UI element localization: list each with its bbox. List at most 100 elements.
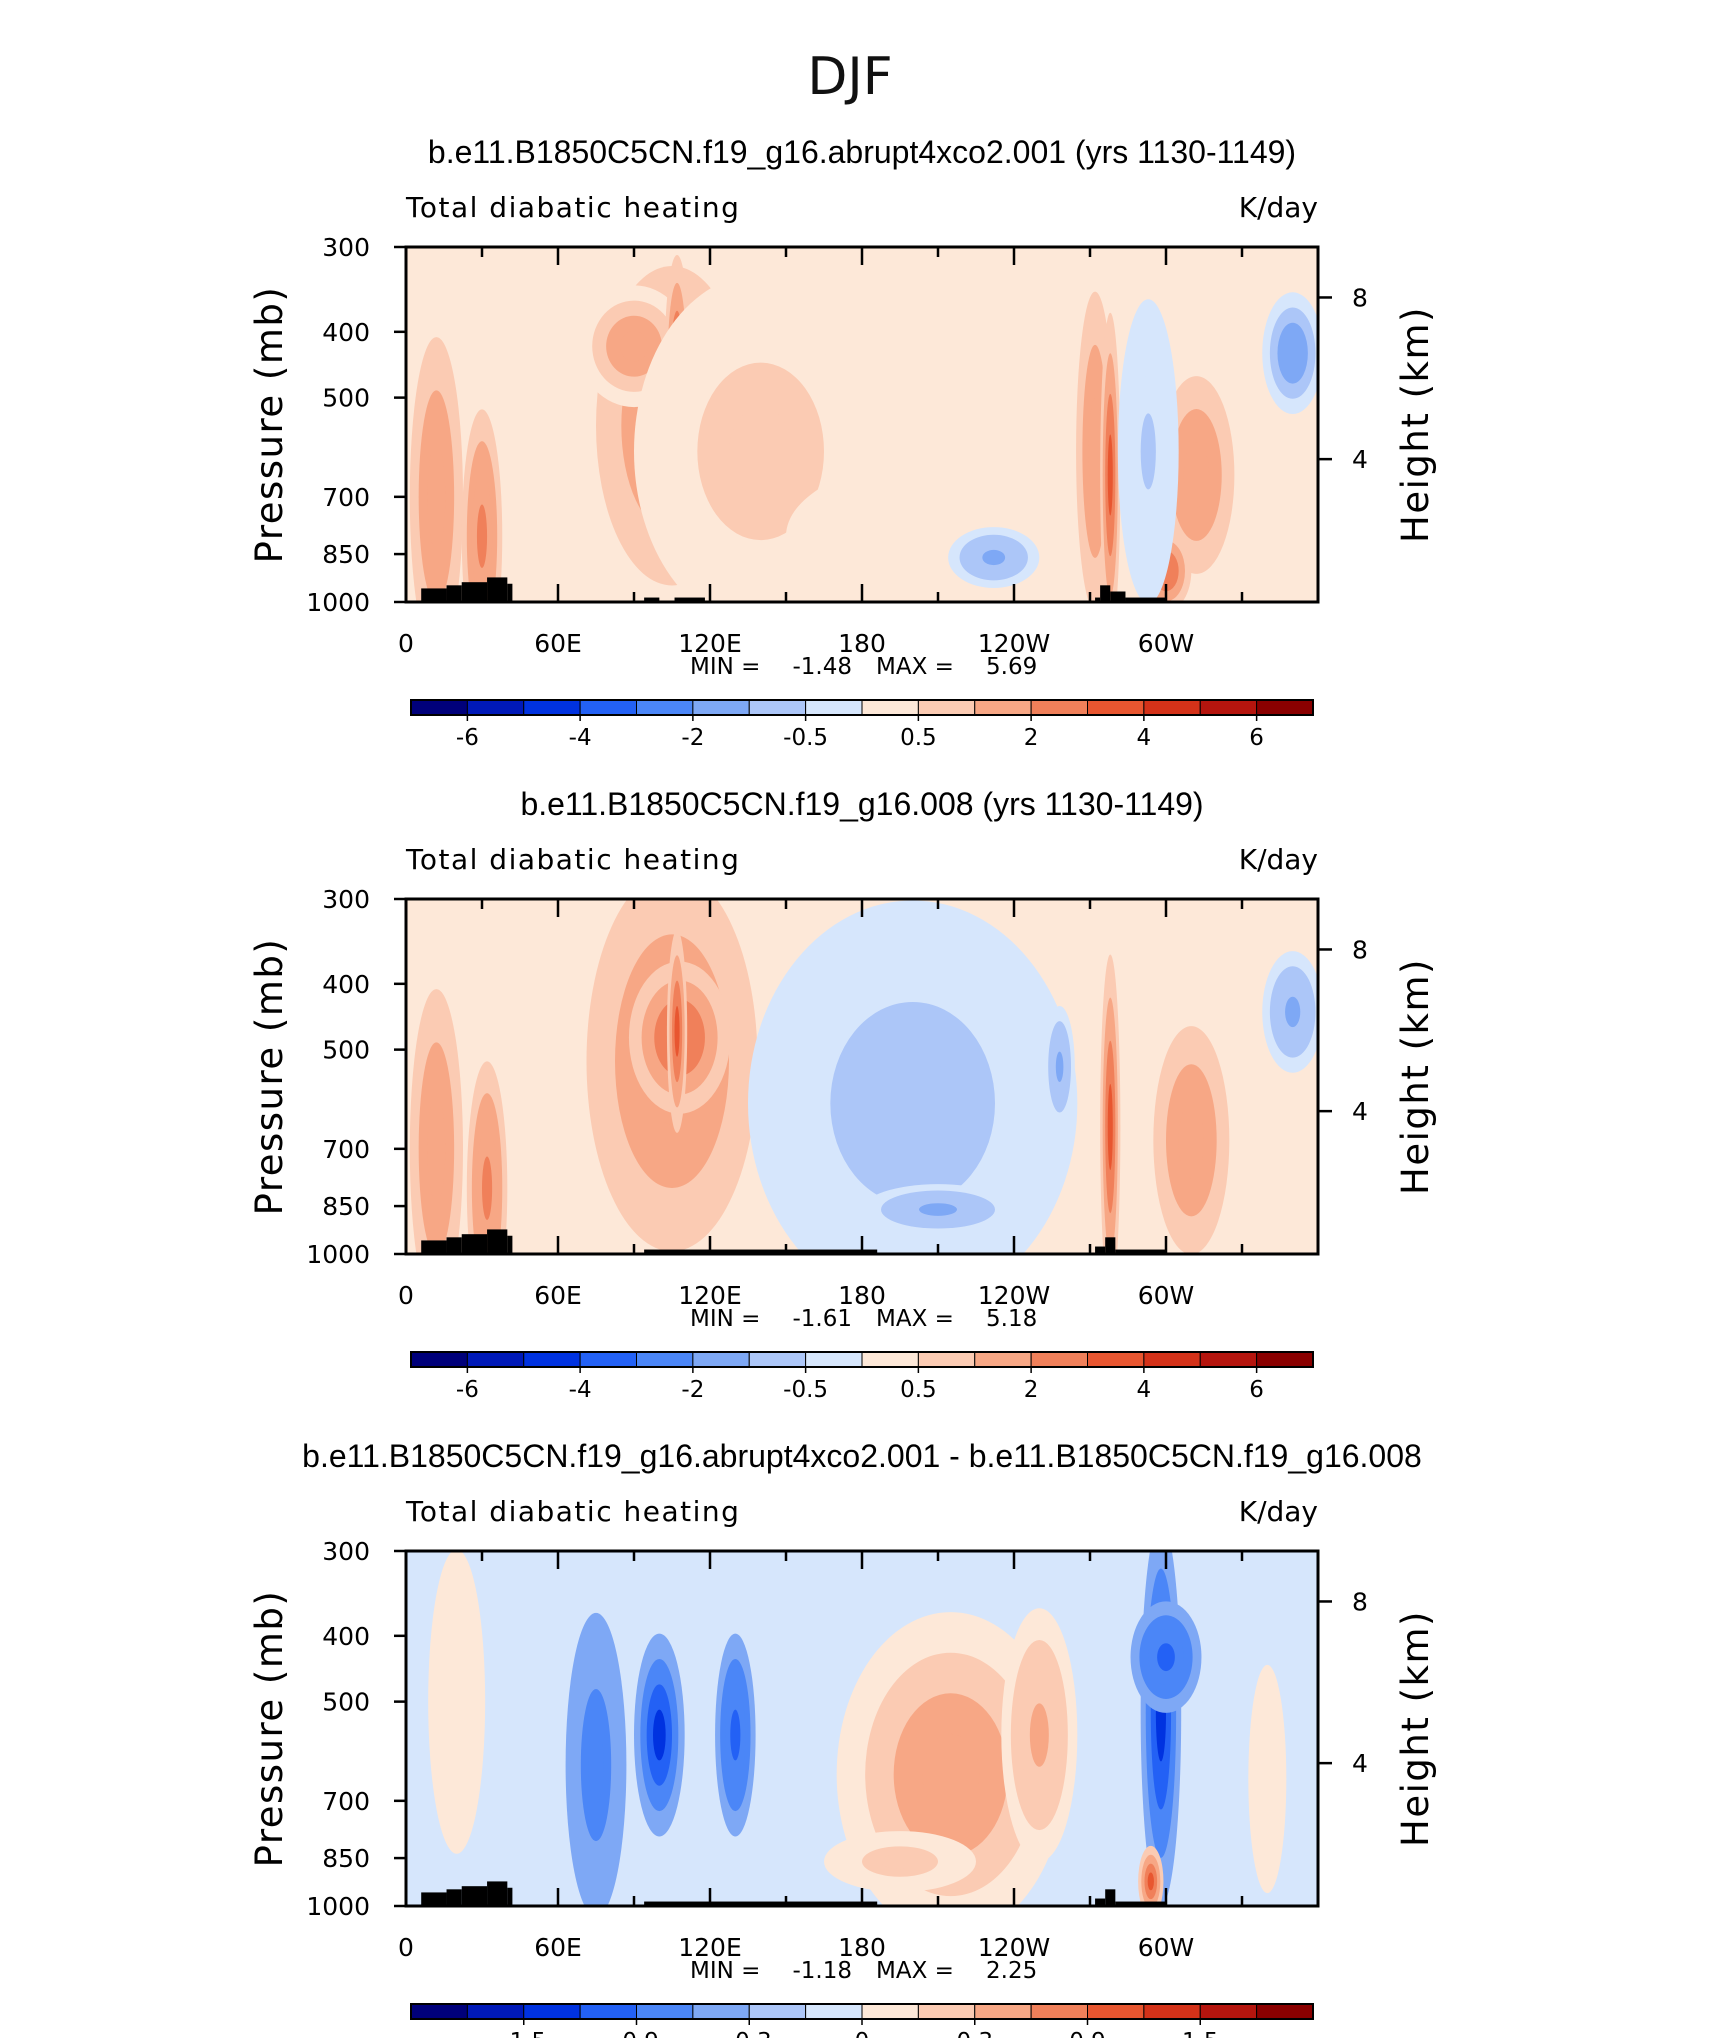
contour-blob	[620, 330, 648, 362]
topography	[1115, 1249, 1166, 1254]
colorbar-swatch	[636, 2003, 694, 2020]
y2-tick-label: 8	[1352, 1587, 1368, 1616]
topography	[421, 1892, 447, 1906]
y2-tick-label: 4	[1352, 1749, 1368, 1778]
colorbar-swatch	[410, 1351, 468, 1368]
variable-label: Total diabatic heating	[405, 1495, 740, 1528]
contour-blob	[729, 407, 793, 496]
topography	[487, 577, 508, 602]
contour-field	[406, 247, 1318, 602]
y-axis-label: Pressure (mb)	[248, 938, 291, 1216]
y-tick-label: 850	[322, 1192, 370, 1221]
contour-blob	[1055, 1051, 1064, 1083]
x-tick-label: 60W	[1138, 629, 1195, 658]
contour-blob	[1140, 413, 1156, 490]
x-tick-label: 0	[398, 1281, 414, 1310]
colorbar-label: -6	[456, 725, 479, 751]
y2-axis-label: Height (km)	[1394, 306, 1437, 543]
contour-blob	[881, 1853, 919, 1870]
colorbar-label: -0.5	[783, 1377, 828, 1403]
contour-blob	[1285, 996, 1301, 1028]
units-label: K/day	[1239, 191, 1318, 224]
colorbar-swatch	[579, 699, 637, 716]
colorbar-swatch	[466, 2003, 525, 2020]
colorbar-swatch	[692, 2003, 750, 2020]
y-tick-label: 300	[322, 233, 370, 262]
colorbar-swatch	[1087, 1351, 1145, 1368]
colorbar-label: 0.5	[900, 725, 937, 751]
colorbar-swatch	[466, 699, 525, 716]
contour-blob	[427, 443, 446, 551]
contour-blob	[922, 1733, 980, 1815]
contour-field	[418, 1551, 1293, 1906]
x-tick-label: 0	[398, 1933, 414, 1962]
panel-title: b.e11.B1850C5CN.f19_g16.abrupt4xco2.001 …	[428, 134, 1296, 170]
x-tick-label: 60W	[1138, 1933, 1195, 1962]
colorbar-label: -2	[681, 1377, 704, 1403]
max-label: MAX =	[876, 654, 954, 680]
y-tick-label: 400	[322, 1622, 370, 1651]
x-tick-label: 120E	[678, 1281, 742, 1310]
contour-blob	[1147, 1872, 1154, 1891]
colorbar: -1.5 -0.9 -0.3 0 0.3 0.9 1.5	[410, 2003, 1314, 2038]
min-value: -1.48	[792, 654, 852, 680]
contour-blob	[1178, 1102, 1205, 1179]
topography	[1095, 597, 1101, 602]
topography	[421, 1240, 447, 1254]
y-tick-label: 1000	[306, 1892, 370, 1921]
x-tick-label: 0	[398, 629, 414, 658]
colorbar-swatch	[410, 2003, 468, 2020]
contour-blob	[1088, 398, 1102, 505]
max-label: MAX =	[876, 1958, 954, 1984]
colorbar-swatch	[1030, 699, 1088, 716]
max-label: MAX =	[876, 1306, 954, 1332]
y-tick-label: 850	[322, 1844, 370, 1873]
topography	[507, 583, 513, 602]
contour-field	[406, 899, 1318, 1254]
colorbar-swatch	[1030, 2003, 1088, 2020]
colorbar-swatch	[1199, 1351, 1258, 1368]
topography	[1095, 1898, 1106, 1906]
topography	[507, 1887, 513, 1906]
y2-axis-label: Height (km)	[1394, 1610, 1437, 1847]
topography	[1095, 1246, 1106, 1254]
colorbar-swatch	[692, 1351, 750, 1368]
colorbar-swatch	[466, 1351, 525, 1368]
colorbar-label: -4	[569, 725, 592, 751]
topography	[1110, 591, 1126, 602]
contour-blob	[1285, 337, 1301, 369]
topography	[461, 1886, 488, 1906]
topography	[1125, 597, 1166, 602]
colorbar-swatch	[974, 2003, 1032, 2020]
colorbar-swatch	[1256, 1351, 1314, 1368]
colorbar-label: 1.5	[1182, 2029, 1219, 2038]
colorbar-swatch	[917, 1351, 976, 1368]
contour-blob	[447, 1650, 467, 1753]
y2-axis-label: Height (km)	[1394, 958, 1437, 1195]
contour-blob	[1157, 1643, 1175, 1672]
colorbar-swatch	[1087, 2003, 1145, 2020]
contour-blob	[674, 1006, 680, 1057]
colorbar-label: 0	[855, 2029, 870, 2038]
y-tick-label: 300	[322, 885, 370, 914]
topography	[644, 1249, 878, 1254]
x-tick-label: 120W	[978, 1933, 1050, 1962]
y-tick-label: 500	[322, 1036, 370, 1065]
topography	[421, 588, 447, 602]
x-tick-label: 60E	[534, 629, 582, 658]
colorbar-label: -0.3	[727, 2029, 772, 2038]
colorbar-swatch	[1087, 699, 1145, 716]
panel-3: b.e11.B1850C5CN.f19_g16.abrupt4xco2.001 …	[248, 1438, 1437, 2038]
contour-blob	[1261, 1740, 1274, 1818]
colorbar-label: -4	[569, 1377, 592, 1403]
contour-blob	[1183, 442, 1210, 508]
topography	[507, 1235, 513, 1254]
colorbar-label: 0.5	[900, 1377, 937, 1403]
x-tick-label: 120W	[978, 1281, 1050, 1310]
contour-blob	[1107, 434, 1113, 516]
x-tick-label: 60E	[534, 1281, 582, 1310]
topography	[461, 582, 488, 602]
min-value: -1.18	[792, 1958, 852, 1984]
min-value: -1.61	[792, 1306, 852, 1332]
colorbar-label: 0.9	[1069, 2029, 1106, 2038]
